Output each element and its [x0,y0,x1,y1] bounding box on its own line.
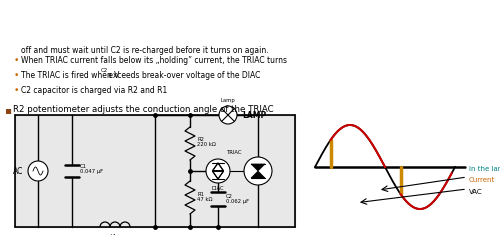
Text: R2 potentiometer adjusts the conduction angle of the TRIAC: R2 potentiometer adjusts the conduction … [13,105,274,114]
Text: When TRIAC current falls below its „holding” current, the TRIAC turns: When TRIAC current falls below its „hold… [21,56,287,65]
Text: C2
0.062 μF: C2 0.062 μF [226,194,249,204]
Polygon shape [251,171,265,178]
Circle shape [206,159,230,183]
Bar [15,115,295,227]
Text: DIAC: DIAC [212,186,224,191]
Text: C2 capacitor is charged via R2 and R1: C2 capacitor is charged via R2 and R1 [21,86,167,95]
Circle shape [28,161,48,181]
Text: The TRIAC is fired when V: The TRIAC is fired when V [21,71,119,80]
Text: In the lamp: In the lamp [469,166,500,172]
Text: exceeds break-over voltage of the DIAC: exceeds break-over voltage of the DIAC [106,71,261,80]
Text: C1
0.047 μF: C1 0.047 μF [80,164,103,174]
Text: C2: C2 [100,68,108,74]
Text: VAC: VAC [469,189,482,195]
Text: TRIAC: TRIAC [226,150,242,155]
Text: ▪: ▪ [4,105,11,115]
Text: LAMP: LAMP [242,110,266,120]
Circle shape [244,157,272,185]
Text: •: • [14,86,20,95]
Text: Current: Current [469,177,495,183]
Circle shape [219,106,237,124]
Text: R1
47 kΩ: R1 47 kΩ [197,192,212,202]
Text: off and must wait until C2 is re-charged before it turns on again.: off and must wait until C2 is re-charged… [21,46,268,55]
Text: •: • [14,71,20,80]
Text: AC: AC [12,167,23,176]
Text: L1
40 μF: L1 40 μF [106,234,122,235]
Text: R2
220 kΩ: R2 220 kΩ [197,137,216,147]
Text: •: • [14,56,20,65]
Text: Lamp: Lamp [220,98,236,103]
Polygon shape [251,164,265,171]
